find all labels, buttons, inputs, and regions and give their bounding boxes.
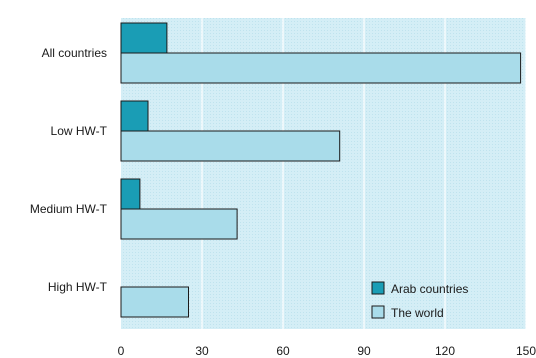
legend-swatch bbox=[371, 281, 385, 295]
bar-arab-countries bbox=[120, 100, 149, 132]
x-tick-labels: 0 30 60 90 120 150 bbox=[118, 344, 536, 358]
category-label: High HW-T bbox=[48, 280, 108, 294]
x-tick-label: 90 bbox=[357, 344, 371, 358]
bars bbox=[120, 22, 522, 318]
legend-label: The world bbox=[391, 306, 444, 320]
x-tick-label: 150 bbox=[516, 344, 536, 358]
category-label: Medium HW-T bbox=[30, 202, 108, 216]
legend-label: Arab countries bbox=[391, 282, 468, 296]
category-label: Low HW-T bbox=[51, 124, 108, 138]
bar-the-world bbox=[120, 130, 341, 162]
bar-the-world bbox=[120, 208, 238, 240]
x-tick-label: 0 bbox=[118, 344, 125, 358]
x-tick-label: 60 bbox=[276, 344, 290, 358]
category-label: All countries bbox=[42, 46, 107, 60]
bar-the-world bbox=[120, 286, 189, 318]
bar-arab-countries bbox=[120, 22, 168, 54]
legend-swatch bbox=[371, 305, 385, 319]
bar-arab-countries bbox=[120, 178, 141, 210]
bar-the-world bbox=[120, 52, 522, 84]
category-labels: All countries Low HW-T Medium HW-T High HW-… bbox=[30, 46, 108, 294]
x-tick-label: 30 bbox=[195, 344, 209, 358]
legend: Arab countries The world bbox=[371, 281, 468, 320]
x-tick-label: 120 bbox=[435, 344, 455, 358]
